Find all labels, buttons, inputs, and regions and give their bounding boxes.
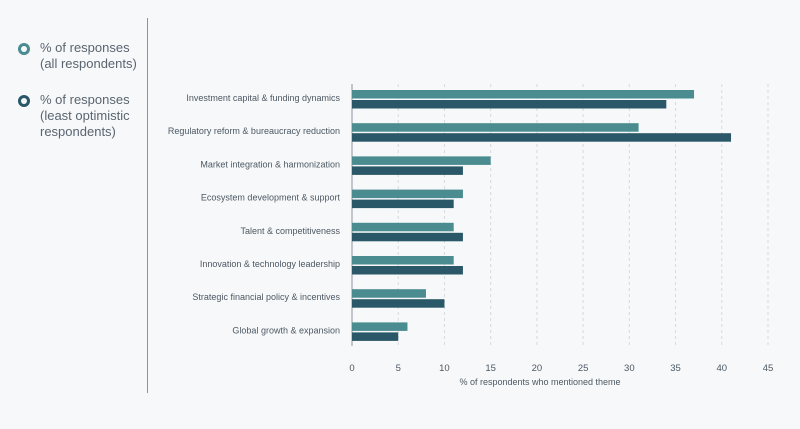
x-tick-label: 45 <box>763 363 774 374</box>
category-label: Ecosystem development & support <box>201 193 341 203</box>
legend-label-all-respondents: % of responses (all respondents) <box>40 40 137 71</box>
bar-least-optimistic <box>352 332 399 341</box>
bar-all-respondents <box>352 90 695 99</box>
bar-least-optimistic <box>352 266 463 275</box>
chart-legend: % of responses (all respondents) % of re… <box>18 40 148 152</box>
category-label: Investment capital & funding dynamics <box>186 93 340 103</box>
x-tick-label: 0 <box>349 363 354 374</box>
category-label: Regulatory reform & bureaucracy reductio… <box>168 126 340 136</box>
x-tick-label: 10 <box>439 363 450 374</box>
x-tick-label: 15 <box>485 363 496 374</box>
bar-least-optimistic <box>352 100 667 109</box>
bar-all-respondents <box>352 123 639 132</box>
bar-least-optimistic <box>352 199 454 209</box>
x-tick-label: 20 <box>532 363 543 374</box>
bar-least-optimistic <box>352 299 445 308</box>
x-tick-label: 35 <box>670 363 681 374</box>
category-label: Innovation & technology leadership <box>200 259 340 269</box>
category-label: Global growth & expansion <box>232 325 340 335</box>
category-label: Market integration & harmonization <box>200 159 340 169</box>
category-label: Strategic financial policy & incentives <box>192 292 340 302</box>
bar-all-respondents <box>352 156 491 165</box>
bar-least-optimistic <box>352 166 463 175</box>
legend-item-all-respondents: % of responses (all respondents) <box>18 40 148 72</box>
legend-swatch-least-optimistic <box>18 95 30 107</box>
category-label: Talent & competitiveness <box>240 226 340 236</box>
bar-all-respondents <box>352 222 454 232</box>
x-tick-label: 40 <box>716 363 727 374</box>
legend-item-least-optimistic: % of responses (least optimistic respond… <box>18 92 148 140</box>
bar-all-respondents <box>352 256 454 265</box>
x-axis-title: % of respondents who mentioned theme <box>459 377 620 387</box>
bar-all-respondents <box>352 289 426 298</box>
bar-all-respondents <box>352 189 463 199</box>
legend-label-least-optimistic: % of responses (least optimistic respond… <box>40 92 130 139</box>
bar-least-optimistic <box>352 232 463 242</box>
bar-all-respondents <box>352 322 408 331</box>
bar-least-optimistic <box>352 133 732 142</box>
x-tick-label: 30 <box>624 363 635 374</box>
x-tick-label: 5 <box>396 363 401 374</box>
x-tick-label: 25 <box>578 363 589 374</box>
legend-swatch-all-respondents <box>18 43 30 55</box>
legend-divider <box>147 18 148 393</box>
